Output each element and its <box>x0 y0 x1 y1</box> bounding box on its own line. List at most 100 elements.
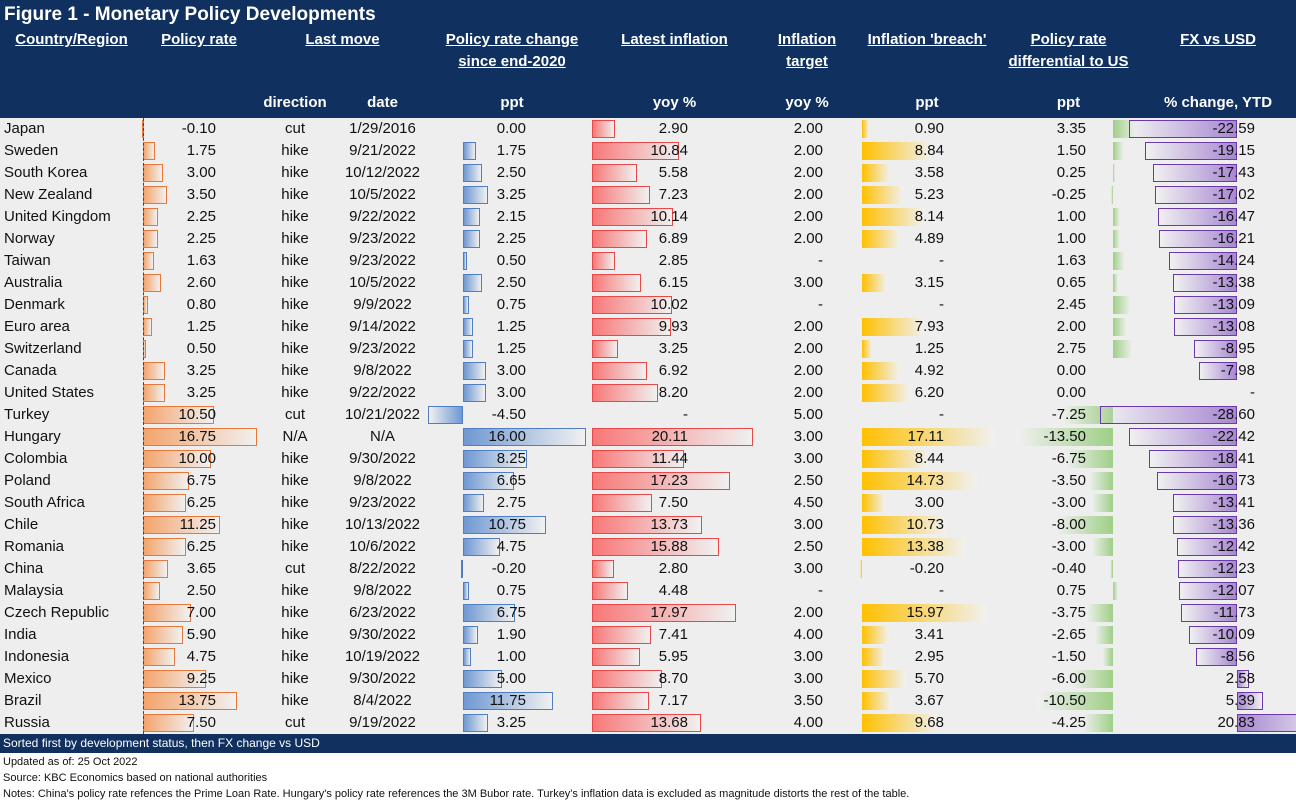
fx-change-bar <box>1155 186 1237 204</box>
move-direction: hike <box>281 670 309 687</box>
move-direction: cut <box>284 560 305 577</box>
table-row: Turkey 10.50 cut 10/21/2022 -4.50 - 5.00 - -7.25… <box>0 404 1296 426</box>
move-direction: N/A <box>282 428 308 445</box>
header-latest-inflation: Latest inflation <box>621 31 728 48</box>
rate-differential-bar <box>1082 714 1113 732</box>
inflation-value: - <box>683 406 688 423</box>
table-row: Russia 7.50 cut 9/19/2022 3.25 13.68 4.00 9.68 -… <box>0 712 1296 734</box>
rate-differential-value: -10.50 <box>1043 692 1086 709</box>
rate-differential-value: -1.50 <box>1051 648 1086 665</box>
rate-differential-value: 0.00 <box>1056 362 1086 379</box>
rate-differential-value: 1.00 <box>1056 208 1086 225</box>
table-body: Japan -0.10 cut 1/29/2016 0.00 2.90 2.00 0.90 3.… <box>0 118 1296 734</box>
rate-differential-value: -7.25 <box>1051 406 1086 423</box>
sort-note: Sorted first by development status, then… <box>0 734 1296 753</box>
table-row: Romania 6.25 hike 10/6/2022 4.75 15.88 2.50 13.… <box>0 536 1296 558</box>
rate-differential-value: -3.00 <box>1051 494 1086 511</box>
breach-value: 8.84 <box>914 142 944 159</box>
fx-change-value: -19.15 <box>1212 142 1255 159</box>
fx-change-value: -13.08 <box>1212 318 1255 335</box>
breach-value: 9.68 <box>914 714 944 731</box>
subheader-inflation-unit: yoy % <box>652 94 697 111</box>
rate-change-value: 2.50 <box>496 164 526 181</box>
subheader-target-unit: yoy % <box>785 94 829 111</box>
move-direction: hike <box>281 142 309 159</box>
country-name: Japan <box>4 120 45 137</box>
country-name: Euro area <box>4 318 70 335</box>
inflation-value: 7.41 <box>658 626 688 643</box>
move-direction: hike <box>281 450 309 467</box>
policy-rate-value: 6.25 <box>186 494 216 511</box>
inflation-target-value: 2.00 <box>793 186 823 203</box>
rate-differential-bar <box>1111 186 1113 204</box>
move-direction: hike <box>281 626 309 643</box>
fx-change-value: -10.09 <box>1212 626 1255 643</box>
country-name: United Kingdom <box>4 208 111 225</box>
breach-value: 2.95 <box>914 648 944 665</box>
fx-change-bar <box>1168 252 1237 270</box>
move-direction: hike <box>281 692 309 709</box>
header-fx: FX vs USD <box>1180 31 1256 48</box>
breach-value: - <box>939 252 944 269</box>
inflation-target-value: 2.00 <box>793 120 823 137</box>
breach-value: 3.41 <box>914 626 944 643</box>
inflation-value: 6.15 <box>658 274 688 291</box>
rate-change-value: 2.75 <box>496 494 526 511</box>
policy-rate-value: 11.25 <box>179 516 216 533</box>
move-date: 9/23/2022 <box>349 494 416 511</box>
country-name: Denmark <box>4 296 65 313</box>
inflation-value: 2.80 <box>658 560 688 577</box>
country-name: Taiwan <box>4 252 51 269</box>
inflation-bar <box>592 472 730 490</box>
fx-change-value: -7.98 <box>1220 362 1255 379</box>
header-diff-line2: differential to US <box>1008 53 1129 70</box>
header-diff-line1: Policy rate <box>1030 31 1107 48</box>
table-row: Poland 6.75 hike 9/8/2022 6.65 17.23 2.50 14.73… <box>0 470 1296 492</box>
policy-rate-value: 2.25 <box>186 208 216 225</box>
breach-value: 0.90 <box>914 120 944 137</box>
rate-change-value: 1.00 <box>496 648 526 665</box>
header-rate-change-line1: Policy rate change <box>445 31 579 48</box>
notes-text: Notes: China's policy rate refences the … <box>3 788 910 800</box>
move-date: 9/19/2022 <box>349 714 416 731</box>
rate-differential-bar <box>1086 604 1113 622</box>
breach-bar <box>862 450 928 468</box>
rate-differential-value: -3.00 <box>1051 538 1086 555</box>
country-name: Chile <box>4 516 39 533</box>
inflation-value: 10.84 <box>650 142 688 159</box>
fx-change-value: -12.42 <box>1212 538 1255 555</box>
inflation-value: 3.25 <box>658 340 688 357</box>
move-date: 9/23/2022 <box>349 230 416 247</box>
inflation-target-value: - <box>818 296 823 313</box>
rate-differential-value: 0.65 <box>1056 274 1086 291</box>
rate-differential-bar <box>1091 494 1113 512</box>
inflation-value: 20.11 <box>651 428 688 445</box>
rate-differential-bar <box>1110 560 1113 578</box>
inflation-bar <box>592 582 628 600</box>
header-policy-rate: Policy rate <box>161 31 237 48</box>
country-name: Russia <box>4 714 50 731</box>
table-row: Canada 3.25 hike 9/8/2022 3.00 6.92 2.00 4.92 0.… <box>0 360 1296 382</box>
rate-differential-value: -6.00 <box>1051 670 1086 687</box>
inflation-bar <box>592 274 642 292</box>
fx-change-bar <box>1148 450 1237 468</box>
fx-change-value: -16.47 <box>1212 208 1255 225</box>
policy-rate-value: 6.25 <box>186 538 216 555</box>
fx-change-value: -12.07 <box>1212 582 1255 599</box>
fx-change-value: - <box>1250 384 1255 401</box>
move-date: 9/22/2022 <box>349 384 416 401</box>
policy-rate-axis-line <box>143 118 144 734</box>
table-row: United States 3.25 hike 9/22/2022 3.00 8.20 2.… <box>0 382 1296 404</box>
rate-differential-value: 1.63 <box>1056 252 1086 269</box>
breach-bar <box>862 384 911 402</box>
rate-change-bar <box>463 604 515 622</box>
move-direction: hike <box>281 362 309 379</box>
move-date: 9/8/2022 <box>353 362 412 379</box>
move-direction: hike <box>281 472 309 489</box>
rate-differential-bar <box>1113 252 1125 270</box>
move-date: 10/12/2022 <box>344 164 421 181</box>
inflation-bar <box>592 208 674 226</box>
table-row: Chile 11.25 hike 10/13/2022 10.75 13.73 3.00 10… <box>0 514 1296 536</box>
breach-bar <box>862 340 872 358</box>
move-direction: hike <box>281 384 309 401</box>
